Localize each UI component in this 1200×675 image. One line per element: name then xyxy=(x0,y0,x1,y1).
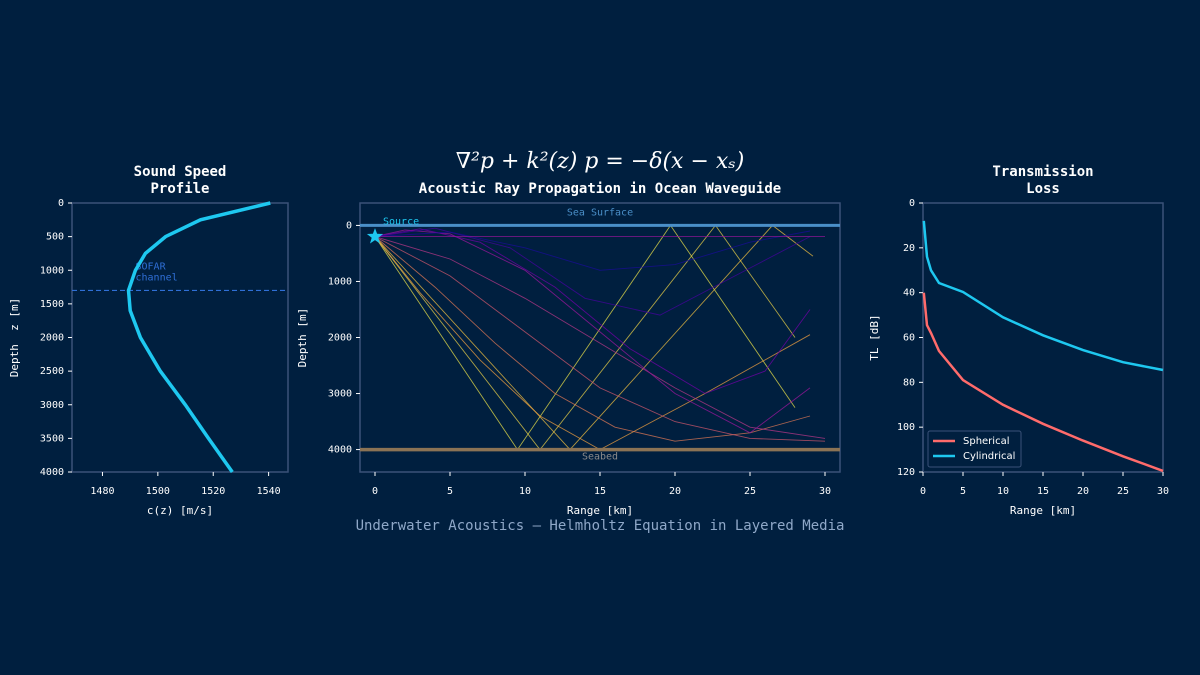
footer: Underwater Acoustics — Helmholtz Equatio… xyxy=(356,518,845,534)
y-tick-label: 3000 xyxy=(328,389,352,400)
y-tick-label: 60 xyxy=(903,333,915,344)
source-label: Source xyxy=(383,217,419,228)
x-tick-label: 25 xyxy=(1117,486,1129,497)
y-tick-label: 40 xyxy=(903,288,915,299)
x-tick-label: 20 xyxy=(669,486,681,497)
y-axis-label: Depth z [m] xyxy=(8,298,21,377)
x-tick-label: 0 xyxy=(920,486,926,497)
ray xyxy=(374,236,826,439)
profile-line xyxy=(126,201,271,474)
x-tick-label: 1500 xyxy=(146,486,170,497)
y-tick-label: 100 xyxy=(897,422,915,433)
ray xyxy=(374,224,796,451)
x-tick-label: 15 xyxy=(1037,486,1049,497)
x-axis-label: c(z) [m/s] xyxy=(147,504,213,517)
y-tick-label: 500 xyxy=(46,232,64,243)
ray xyxy=(374,236,826,442)
x-tick-label: 15 xyxy=(594,486,606,497)
x-tick-label: 25 xyxy=(744,486,756,497)
x-tick-label: 1520 xyxy=(201,486,225,497)
tl-line xyxy=(922,292,1164,473)
y-tick-label: 4000 xyxy=(328,445,352,456)
y-tick-label: 80 xyxy=(903,377,915,388)
sofar-label: channel xyxy=(135,272,177,283)
x-tick-label: 5 xyxy=(960,486,966,497)
x-axis-label: Range [km] xyxy=(1010,504,1076,517)
sofar-label: SOFAR xyxy=(135,261,166,272)
y-tick-label: 0 xyxy=(346,220,352,231)
seabed-label: Seabed xyxy=(582,452,618,463)
source-star xyxy=(366,228,384,244)
y-tick-label: 3000 xyxy=(40,400,64,411)
panel-title: Transmission xyxy=(992,164,1093,180)
x-tick-label: 30 xyxy=(1157,486,1169,497)
panel-title: Sound Speed xyxy=(134,164,227,180)
y-tick-label: 20 xyxy=(903,243,915,254)
y-tick-label: 0 xyxy=(58,198,64,209)
ray xyxy=(374,228,811,394)
y-tick-label: 120 xyxy=(897,467,915,478)
x-tick-label: 1480 xyxy=(90,486,114,497)
ray xyxy=(374,224,796,451)
y-tick-label: 1000 xyxy=(40,265,64,276)
panel-title: Acoustic Ray Propagation in Ocean Wavegu… xyxy=(419,181,781,197)
x-tick-label: 0 xyxy=(372,486,378,497)
y-tick-label: 0 xyxy=(909,198,915,209)
legend-label: Cylindrical xyxy=(963,451,1015,462)
x-tick-label: 5 xyxy=(447,486,453,497)
y-axis-label: Depth [m] xyxy=(296,308,309,368)
x-tick-label: 30 xyxy=(819,486,831,497)
ray xyxy=(374,227,811,316)
x-tick-label: 10 xyxy=(997,486,1009,497)
y-tick-label: 2000 xyxy=(40,333,64,344)
x-tick-label: 1540 xyxy=(257,486,281,497)
panel-title: Profile xyxy=(150,181,209,197)
y-tick-label: 4000 xyxy=(40,467,64,478)
y-axis-label: TL [dB] xyxy=(868,314,881,360)
legend-label: Spherical xyxy=(963,436,1009,447)
ray xyxy=(374,224,814,451)
ray xyxy=(374,236,811,442)
tl-line xyxy=(922,220,1164,372)
x-tick-label: 10 xyxy=(519,486,531,497)
sea-surface-label: Sea Surface xyxy=(567,207,633,218)
y-tick-label: 2000 xyxy=(328,333,352,344)
y-tick-label: 1500 xyxy=(40,299,64,310)
equation: ∇²p + k²(z) p = −δ(x − xₛ) xyxy=(456,149,745,174)
x-tick-label: 20 xyxy=(1077,486,1089,497)
y-tick-label: 3500 xyxy=(40,433,64,444)
x-axis-label: Range [km] xyxy=(567,504,633,517)
panel-title: Loss xyxy=(1026,181,1060,197)
y-tick-label: 2500 xyxy=(40,366,64,377)
y-tick-label: 1000 xyxy=(328,276,352,287)
ray xyxy=(374,230,811,271)
